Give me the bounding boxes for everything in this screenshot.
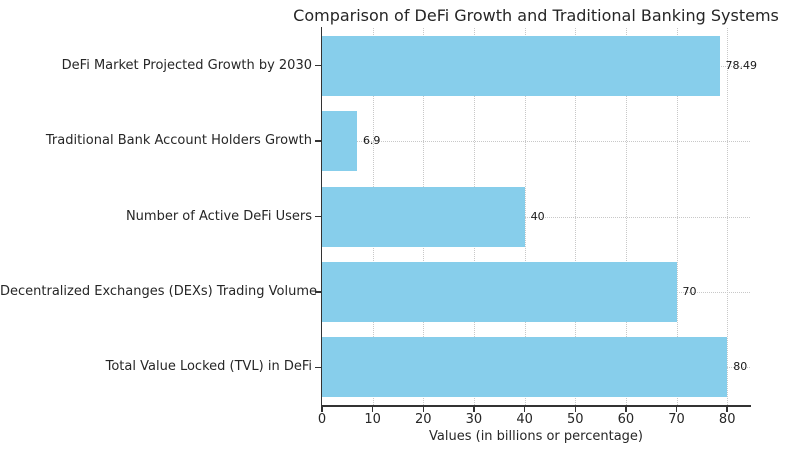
x-tick-mark (726, 406, 728, 412)
x-tick-mark (523, 406, 526, 412)
x-tick-mark (574, 406, 576, 412)
y-gridline (322, 141, 750, 143)
bar-value-label: 70 (682, 284, 697, 298)
x-tick-mark (675, 406, 678, 412)
y-tick-mark (315, 291, 321, 293)
plot-area: 78.49 6.9 40 70 80 (322, 28, 757, 405)
bar (322, 111, 357, 172)
y-tick-mark (315, 366, 321, 369)
bar (322, 261, 677, 322)
x-tick-mark (321, 406, 323, 412)
y-tick-mark (315, 64, 321, 67)
y-tick-mark (315, 140, 321, 142)
x-tick-mark (371, 406, 374, 412)
x-tick-label: 50 (566, 412, 584, 427)
y-tick-label: Total Value Locked (TVL) in DeFi (105, 359, 312, 375)
y-tick-label: Decentralized Exchanges (DEXs) Trading V… (0, 283, 318, 299)
y-tick-mark (315, 215, 321, 218)
x-tick-label: 40 (516, 412, 533, 427)
x-tick-label: 10 (364, 412, 381, 427)
bar (322, 337, 728, 398)
x-tick-label: 60 (617, 412, 635, 427)
y-gridline (322, 216, 750, 218)
y-tick-label: Traditional Bank Account Holders Growth (45, 133, 312, 149)
chart-title: Comparison of DeFi Growth and Traditiona… (293, 6, 779, 25)
bar (322, 35, 720, 96)
y-tick-label: Number of Active DeFi Users (125, 208, 312, 224)
bar-value-label: 78.49 (725, 58, 758, 72)
y-tick-label: DeFi Market Projected Growth by 2030 (61, 57, 312, 73)
x-tick-label: 20 (415, 412, 432, 427)
y-axis-spine (320, 27, 322, 406)
x-tick-mark (422, 406, 425, 412)
x-axis-label: Values (in billions or percentage) (429, 429, 643, 444)
bar-value-label: 40 (530, 209, 545, 223)
x-axis-spine (320, 405, 751, 407)
x-tick-label: 0 (317, 412, 327, 427)
x-tick-label: 30 (465, 412, 483, 427)
bar-value-label: 80 (733, 360, 748, 374)
x-tick-label: 80 (718, 412, 736, 427)
x-tick-mark (625, 406, 627, 412)
x-tick-label: 70 (668, 412, 685, 427)
x-tick-mark (473, 406, 475, 412)
bar-value-label: 6.9 (362, 134, 381, 148)
bar (322, 186, 525, 247)
